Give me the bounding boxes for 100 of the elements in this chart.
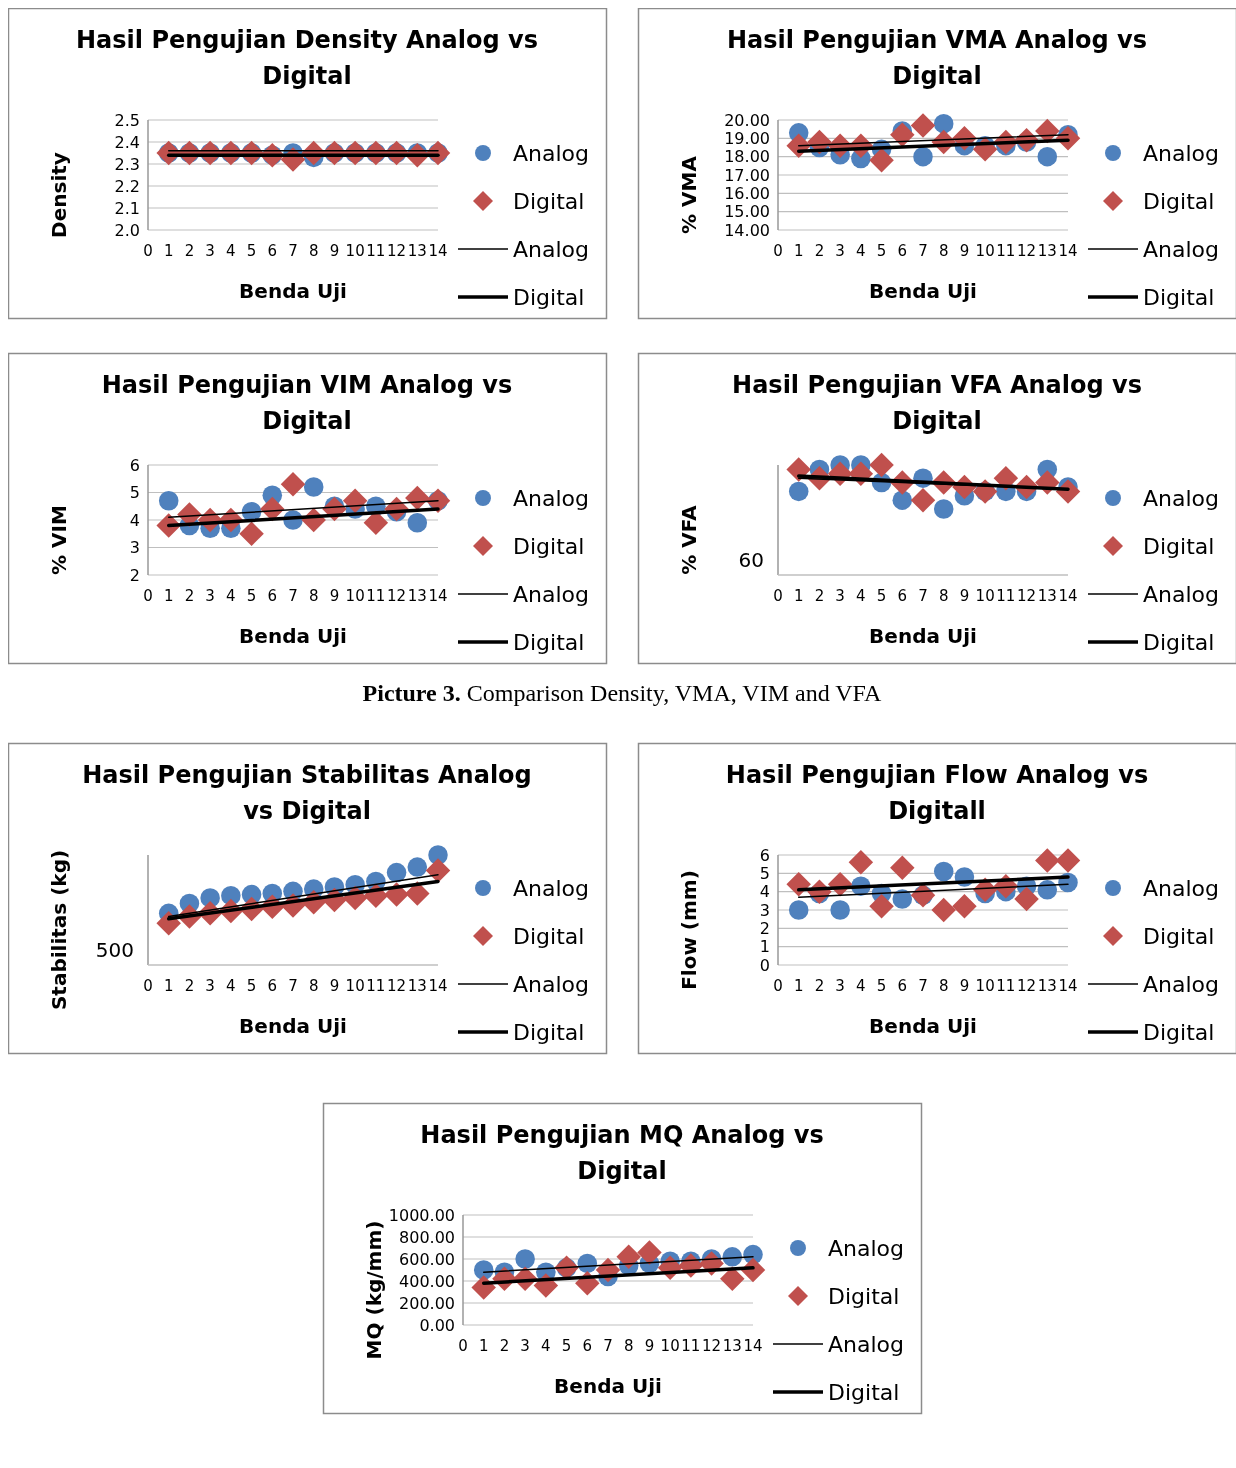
- legend-label: Analog: [513, 236, 590, 262]
- x-tick-label: 4: [856, 587, 866, 605]
- y-tick-label: 5: [129, 483, 140, 503]
- legend-label: Analog: [828, 1235, 905, 1261]
- x-tick-label: 11: [366, 587, 386, 605]
- legend-label: Analog: [1143, 875, 1220, 901]
- legend-label: Digital: [1143, 533, 1215, 559]
- x-tick-label: 9: [959, 242, 970, 260]
- x-tick-label: 4: [226, 587, 236, 605]
- chart-title: Hasil Pengujian VIM Analog vs Digital: [101, 371, 513, 435]
- legend-label: Analog: [1143, 485, 1220, 511]
- x-tick-label: 13: [722, 1337, 742, 1355]
- y-tick-label: 18.00: [724, 147, 770, 167]
- x-tick-label: 10: [975, 242, 995, 260]
- x-tick-label: 3: [520, 1337, 530, 1355]
- y-tick-label: 20.00: [724, 110, 770, 130]
- y-axis-title: MQ (kg/mm): [362, 1220, 386, 1360]
- legend-label: Digital: [513, 284, 585, 310]
- y-tick-label: 2: [129, 565, 140, 585]
- x-tick-label: 13: [1037, 977, 1057, 995]
- x-axis-title: Benda Uji: [239, 1014, 347, 1038]
- x-tick-label: 5: [876, 587, 887, 605]
- legend-label: Digital: [513, 188, 585, 214]
- x-tick-label: 3: [205, 977, 215, 995]
- legend-label: Digital: [828, 1379, 900, 1405]
- x-tick-label: 7: [603, 1337, 613, 1355]
- x-tick-label: 11: [996, 587, 1016, 605]
- x-tick-label: 2: [814, 242, 825, 260]
- x-tick-label: 13: [407, 242, 427, 260]
- x-tick-label: 1: [793, 587, 804, 605]
- y-tick-label: 1: [759, 937, 770, 957]
- x-tick-label: 2: [184, 242, 195, 260]
- chart-title: Hasil Pengujian Density Analog vs Digital: [76, 26, 538, 90]
- x-tick-label: 0: [143, 977, 153, 995]
- x-tick-label: 0: [773, 242, 783, 260]
- legend-label: Digital: [1143, 1019, 1215, 1045]
- x-tick-label: 6: [897, 977, 908, 995]
- legend-label: Analog: [828, 1331, 905, 1357]
- x-tick-label: 0: [143, 587, 153, 605]
- legend-label: Analog: [1143, 581, 1220, 607]
- text: Picture 3. Comparison Density, VMA, VIM and VFA: [362, 680, 883, 706]
- y-tick-label: 0.00: [419, 1315, 455, 1335]
- x-tick-label: 12: [387, 242, 407, 260]
- x-tick-label: 6: [897, 242, 908, 260]
- x-tick-label: 13: [407, 977, 427, 995]
- x-tick-label: 11: [366, 977, 386, 995]
- x-tick-label: 7: [918, 242, 928, 260]
- x-tick-label: 7: [918, 587, 928, 605]
- chart-title: Hasil Pengujian Flow Analog vs Digitall: [725, 761, 1149, 825]
- y-tick-label: 2.5: [114, 110, 140, 130]
- x-tick-label: 6: [267, 587, 278, 605]
- x-tick-label: 6: [267, 977, 278, 995]
- x-tick-label: 1: [163, 587, 174, 605]
- x-tick-label: 0: [773, 977, 783, 995]
- y-tick-label: 6: [129, 455, 140, 475]
- x-tick-label: 2: [814, 977, 825, 995]
- x-tick-label: 11: [366, 242, 386, 260]
- chart-title: Hasil Pengujian VMA Analog vs Digital: [726, 26, 1148, 90]
- x-tick-label: 10: [345, 977, 365, 995]
- y-tick-label: 2.3: [114, 154, 140, 174]
- legend-label: Analog: [513, 971, 590, 997]
- legend-label: Analog: [513, 581, 590, 607]
- y-tick-label: 2: [759, 918, 770, 938]
- x-tick-label: 1: [793, 242, 804, 260]
- x-tick-label: 10: [975, 587, 995, 605]
- x-tick-label: 7: [288, 977, 298, 995]
- x-tick-label: 10: [345, 587, 365, 605]
- x-tick-label: 5: [246, 242, 257, 260]
- y-tick-label: 200.00: [399, 1293, 455, 1313]
- x-tick-label: 1: [163, 242, 174, 260]
- x-tick-label: 12: [1017, 242, 1037, 260]
- y-axis-title: Flow (mm): [677, 870, 701, 990]
- x-tick-label: 2: [814, 587, 825, 605]
- x-tick-label: 14: [743, 1337, 763, 1355]
- x-tick-label: 3: [205, 587, 215, 605]
- y-tick-label: 4: [759, 882, 770, 902]
- x-tick-label: 10: [660, 1337, 680, 1355]
- chart-title: Hasil Pengujian MQ Analog vs Digital: [420, 1121, 824, 1185]
- x-tick-label: 14: [1058, 977, 1078, 995]
- x-tick-label: 4: [856, 977, 866, 995]
- x-tick-label: 1: [163, 977, 174, 995]
- y-tick-label: 2.0: [114, 220, 140, 240]
- y-axis-title: % VIM: [47, 505, 71, 575]
- x-tick-label: 7: [288, 587, 298, 605]
- y-tick-label: 3: [759, 900, 770, 920]
- x-tick-label: 11: [996, 977, 1016, 995]
- x-tick-label: 9: [329, 587, 340, 605]
- x-tick-label: 6: [897, 587, 908, 605]
- x-axis-title: Benda Uji: [869, 1014, 977, 1038]
- y-axis-title: Density: [47, 152, 71, 238]
- y-tick-label: 19.00: [724, 128, 770, 148]
- legend-label: Analog: [1143, 236, 1220, 262]
- legend-label: Analog: [513, 485, 590, 511]
- x-tick-label: 13: [407, 587, 427, 605]
- x-tick-label: 9: [329, 977, 340, 995]
- chart-title: Hasil Pengujian Stabilitas Analog vs Digital: [82, 761, 532, 825]
- x-tick-label: 6: [582, 1337, 593, 1355]
- x-tick-label: 3: [835, 242, 845, 260]
- x-axis-title: Benda Uji: [554, 1374, 662, 1398]
- y-tick-label: 400.00: [399, 1271, 455, 1291]
